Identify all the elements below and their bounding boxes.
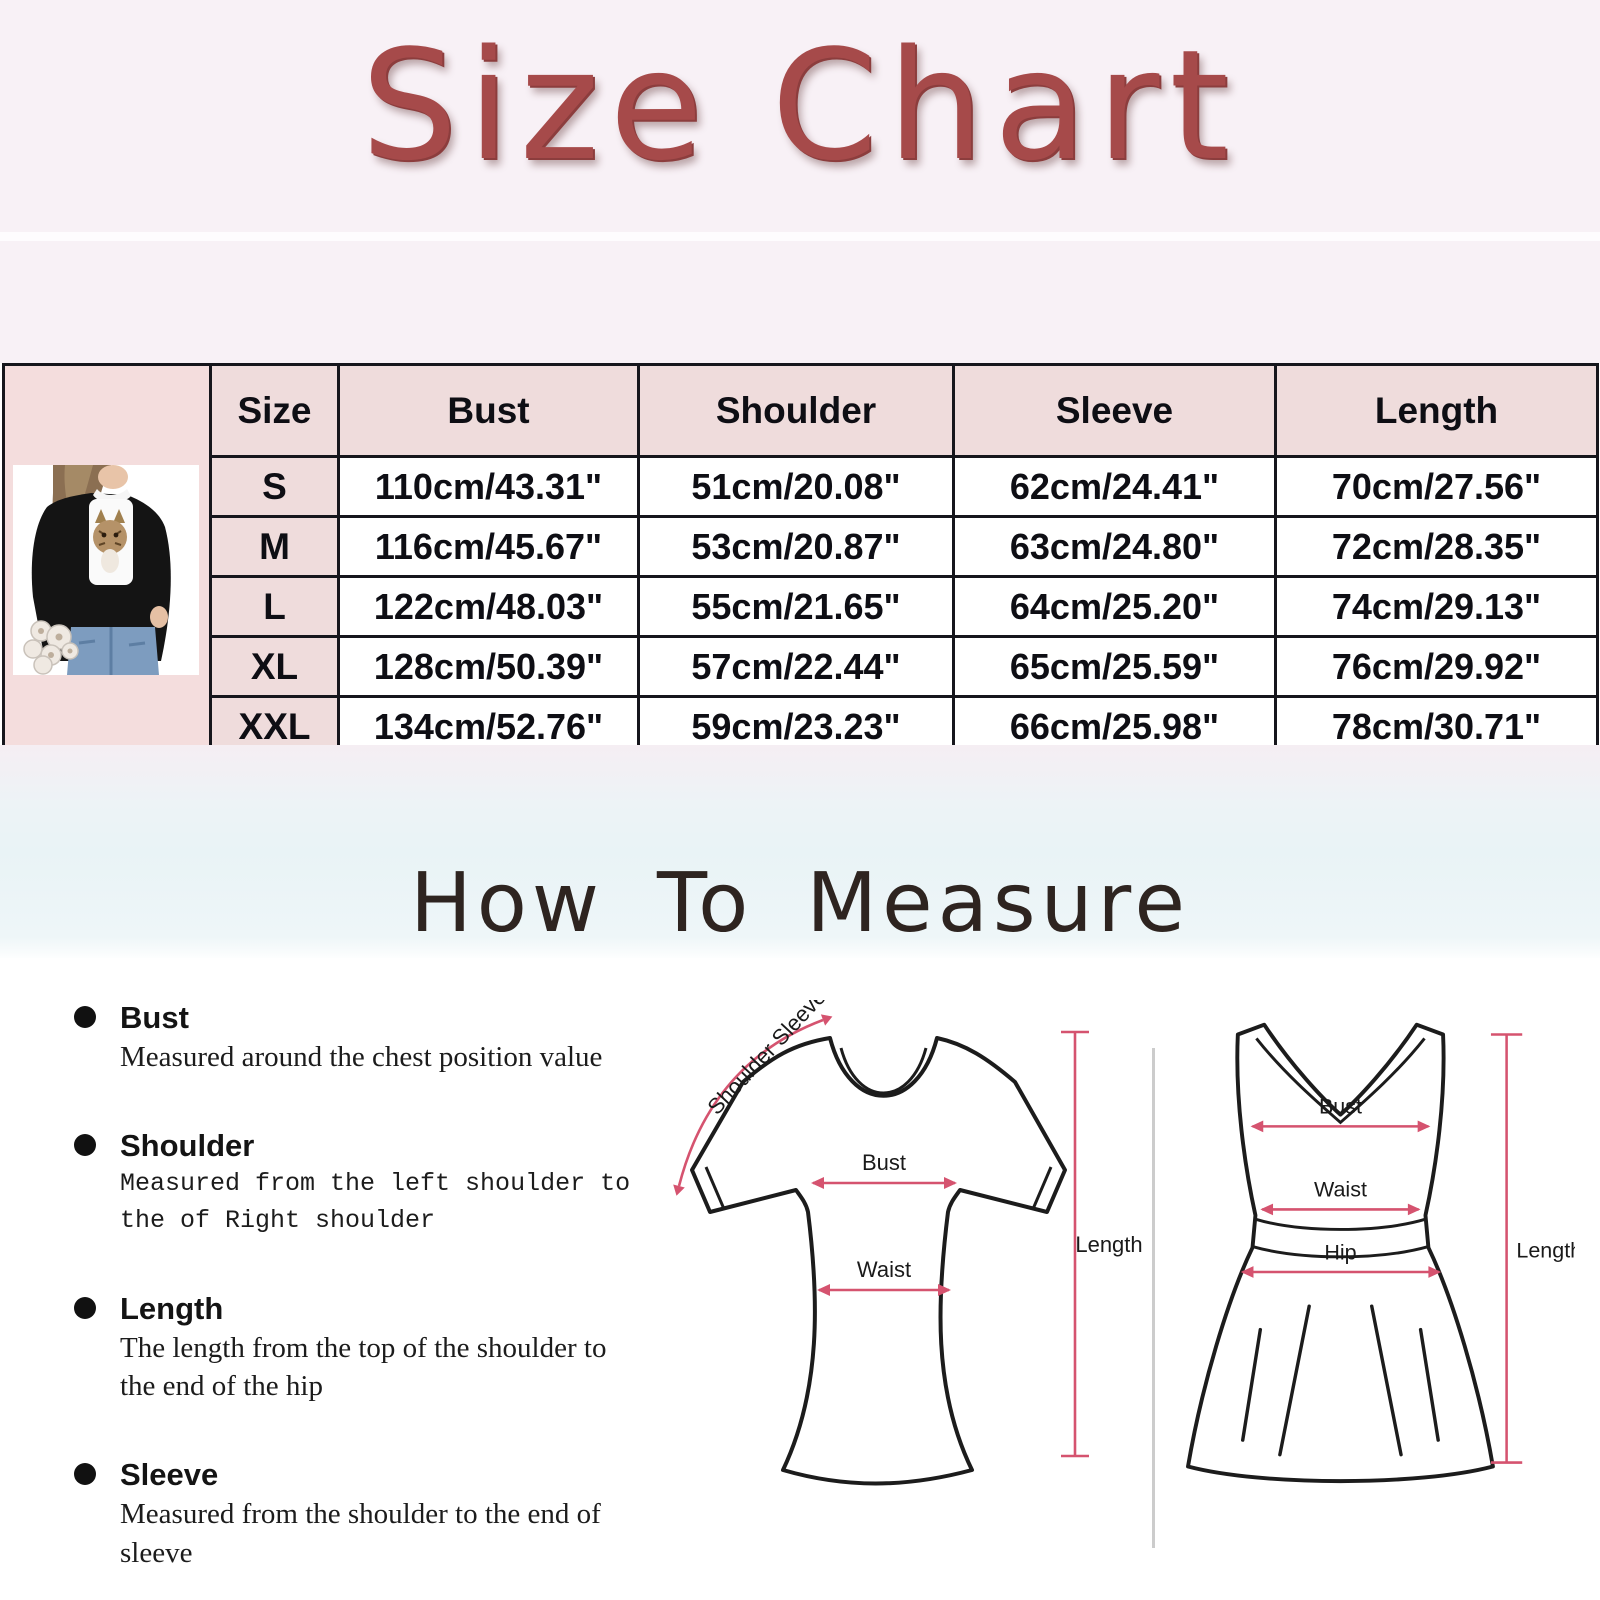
measure-bullet-list: Bust Measured around the chest position …	[68, 998, 648, 1600]
arrowhead	[1428, 1266, 1442, 1278]
length-value: 70cm/27.56"	[1274, 455, 1599, 518]
dress-diagram: Bust Waist Hip Length	[1186, 1022, 1575, 1484]
col-header-bust: Bust	[337, 363, 640, 458]
arrowhead	[820, 1014, 833, 1026]
table-row: M 116cm/45.67" 53cm/20.87" 63cm/24.80" 7…	[4, 515, 1599, 578]
shoulder-value: 53cm/20.87"	[637, 515, 955, 578]
col-header-size: Size	[209, 363, 340, 458]
bullet-icon	[74, 1134, 96, 1157]
tshirt-diagram: Shoulder Sleeve Bust Waist Length	[673, 1000, 1143, 1486]
shoulder-value: 55cm/21.65"	[637, 575, 955, 638]
bust-value: 128cm/50.39"	[337, 635, 640, 698]
arrowhead	[944, 1177, 957, 1189]
page-title: Size Chart	[360, 17, 1240, 194]
shoulder-value: 57cm/22.44"	[637, 635, 955, 698]
bullet-icon	[74, 1296, 96, 1319]
dress-length-label: Length	[1516, 1238, 1575, 1262]
shoulder-sleeve-arrow	[677, 1018, 824, 1187]
bust-value: 134cm/52.76"	[337, 695, 640, 758]
title-section: Size Chart	[0, 0, 1600, 363]
arrowhead	[817, 1284, 830, 1296]
dress-outline	[1186, 1022, 1495, 1484]
arrowhead	[1250, 1120, 1264, 1133]
dress-pleat	[1241, 1327, 1263, 1442]
measure-item-label: Sleeve	[120, 1457, 219, 1493]
measure-item-sleeve: Sleeve Measured from the shoulder to the…	[68, 1455, 648, 1572]
arrowhead	[1417, 1120, 1431, 1133]
divider-band	[0, 232, 1600, 241]
arrowhead	[938, 1284, 951, 1296]
col-header-sleeve: Sleeve	[952, 363, 1277, 458]
size-table: Size Bust Shoulder Sleeve Length S 110cm…	[2, 363, 1599, 758]
length-value: 74cm/29.13"	[1274, 575, 1599, 638]
size-label: M	[209, 515, 340, 578]
how-to-measure-heading: How To Measure	[410, 856, 1190, 951]
tshirt-bust-label: Bust	[862, 1150, 906, 1175]
tshirt-waist-label: Waist	[857, 1257, 911, 1282]
shoulder-value: 51cm/20.08"	[637, 455, 955, 518]
length-value: 72cm/28.35"	[1274, 515, 1599, 578]
dress-bust-label: Bust	[1319, 1095, 1362, 1119]
measure-item-desc: The length from the top of the shoulder …	[120, 1331, 607, 1403]
table-row: L 122cm/48.03" 55cm/21.65" 64cm/25.20" 7…	[4, 575, 1599, 638]
arrowhead	[811, 1177, 824, 1189]
product-photo	[13, 464, 199, 675]
arrowhead	[1260, 1203, 1274, 1216]
tshirt-collar-line	[839, 1047, 928, 1095]
table-row: XL 128cm/50.39" 57cm/22.44" 65cm/25.59" …	[4, 635, 1599, 698]
measure-item-label: Length	[120, 1290, 224, 1326]
measure-section: Bust Measured around the chest position …	[0, 958, 1600, 1600]
sleeve-value: 62cm/24.41"	[952, 455, 1277, 518]
bust-value: 122cm/48.03"	[337, 575, 640, 638]
sleeve-value: 64cm/25.20"	[952, 575, 1277, 638]
measure-item-length: Length The length from the top of the sh…	[68, 1289, 648, 1406]
bullet-icon	[74, 1006, 96, 1028]
arrowhead	[1407, 1203, 1421, 1216]
bust-value: 110cm/43.31"	[337, 455, 640, 518]
gradient-strip	[0, 745, 1600, 852]
bullet-icon	[74, 1463, 96, 1486]
dress-waist-label: Waist	[1314, 1178, 1367, 1202]
measure-item-label: Bust	[120, 1000, 189, 1035]
dress-hip-label: Hip	[1324, 1240, 1356, 1264]
col-header-shoulder: Shoulder	[637, 363, 955, 458]
dress-pleat	[1418, 1327, 1440, 1442]
bust-value: 116cm/45.67"	[337, 515, 640, 578]
tshirt-outline	[690, 1036, 1067, 1486]
col-header-length: Length	[1274, 363, 1599, 458]
tshirt-length-label: Length	[1075, 1232, 1142, 1257]
measure-item-label: Shoulder	[120, 1128, 255, 1164]
sleeve-value: 63cm/24.80"	[952, 515, 1277, 578]
tshirt-left-cuff-line	[704, 1166, 726, 1210]
arrowhead	[1240, 1266, 1254, 1278]
measure-item-bust: Bust Measured around the chest position …	[68, 998, 648, 1076]
measure-item-desc: Measured around the chest position value	[120, 1041, 603, 1073]
measure-item-desc: Measured from the shoulder to the end of…	[120, 1498, 601, 1569]
dress-waistband-bottom	[1252, 1245, 1429, 1259]
tshirt-right-cuff-line	[1031, 1166, 1053, 1210]
dress-neck-inner-line	[1255, 1037, 1426, 1125]
measure-heading-band: How To Measure	[0, 852, 1600, 958]
size-label: L	[209, 575, 340, 638]
dress-pleat	[1278, 1304, 1311, 1457]
measure-item-desc: Measured from the left shoulder to the o…	[120, 1169, 631, 1235]
size-label: S	[209, 455, 340, 518]
dress-waistband-top	[1255, 1217, 1426, 1231]
arrowhead	[673, 1184, 685, 1196]
table-row: S 110cm/43.31" 51cm/20.08" 62cm/24.41" 7…	[4, 455, 1599, 518]
product-photo-cell	[2, 363, 212, 758]
length-value: 76cm/29.92"	[1274, 635, 1599, 698]
size-label: XL	[209, 635, 340, 698]
dress-pleat	[1370, 1304, 1403, 1457]
diagram-divider	[1152, 1048, 1155, 1548]
sleeve-value: 65cm/25.59"	[952, 635, 1277, 698]
measure-item-shoulder: Shoulder Measured from the left shoulder…	[68, 1126, 648, 1239]
table-header-row: Size Bust Shoulder Sleeve Length	[2, 363, 1599, 758]
